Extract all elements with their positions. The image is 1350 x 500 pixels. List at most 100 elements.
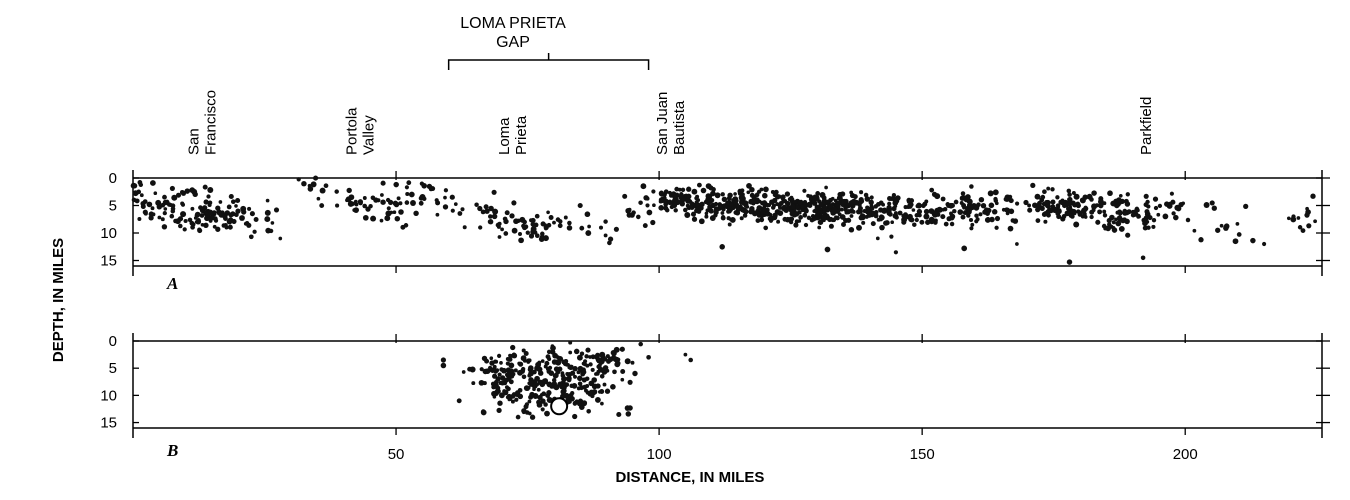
hypocenter-point [1001,207,1006,212]
hypocenter-point [203,222,209,229]
hypocenter-point [557,223,563,229]
hypocenter-point [1056,207,1062,214]
hypocenter-point [883,220,889,226]
hypocenter-point [1010,218,1016,223]
hypocenter-point [497,400,503,406]
hypocenter-point [907,213,913,220]
hypocenter-point [1181,201,1186,206]
hypocenter-point [319,203,325,209]
hypocenter-point [529,414,536,420]
hypocenter-point [856,224,862,231]
hypocenter-point [852,194,858,200]
hypocenter-point [546,397,553,403]
hypocenter-point [671,193,678,199]
hypocenter-point [587,224,591,229]
hypocenter-point [1171,211,1176,216]
hypocenter-point [588,362,593,367]
hypocenter-point [698,218,705,225]
hypocenter-point [1107,190,1113,197]
hypocenter-point [596,364,601,369]
hypocenter-point [387,199,394,206]
hypocenter-point [1072,211,1077,216]
hypocenter-point [316,196,321,201]
hypocenter-point [771,205,776,210]
hypocenter-point [907,203,913,209]
hypocenter-point [227,224,233,230]
hypocenter-point [576,386,581,391]
hypocenter-point [370,215,377,222]
hypocenter-point [755,218,761,223]
hypocenter-point [798,215,803,220]
hypocenter-point [1136,208,1140,213]
hypocenter-point [800,204,805,209]
hypocenter-point [481,355,488,362]
hypocenter-point [1027,207,1033,213]
y-tick-label: 5 [109,360,117,377]
hypocenter-point [940,196,946,202]
hypocenter-point [443,188,449,193]
hypocenter-point [380,180,386,186]
hypocenter-point [480,209,486,215]
hypocenter-point [1124,201,1131,207]
hypocenter-point [636,214,641,220]
hypocenter-point [521,366,526,372]
hypocenter-point [541,391,547,397]
hypocenter-point [868,199,874,205]
place-label: San Juan Bautista [654,92,688,155]
hypocenter-point [858,199,864,205]
hypocenter-point [1091,190,1097,196]
hypocenter-point [273,207,280,213]
hypocenter-point [1005,207,1011,213]
hypocenter-point [579,225,585,231]
hypocenter-point [530,392,534,397]
panel-letter: B [166,441,178,460]
hypocenter-point [638,200,643,205]
hypocenter-point [1151,224,1156,229]
hypocenter-point [631,210,636,215]
hypocenter-point [189,187,196,193]
hypocenter-point [252,229,257,234]
hypocenter-point [500,227,504,232]
hypocenter-point [195,219,202,225]
hypocenter-point [632,370,638,377]
hypocenter-point [1115,220,1122,227]
hypocenter-point [510,399,515,404]
hypocenter-point [602,382,607,387]
hypocenter-point [474,202,479,207]
hypocenter-point [573,348,580,355]
hypocenter-point [671,201,678,208]
hypocenter-point [803,208,809,214]
hypocenter-point [542,235,549,242]
hypocenter-point [1055,203,1061,208]
hypocenter-point [146,201,153,208]
hypocenter-point [323,183,329,189]
hypocenter-point [169,185,175,191]
hypocenter-point [511,200,517,206]
hypocenter-point [203,210,209,215]
hypocenter-point [797,199,803,206]
hypocenter-point [776,219,781,224]
hypocenter-point [567,365,572,370]
hypocenter-point [477,205,483,212]
hypocenter-point [248,234,254,240]
loma-prieta-gap-annotation: LOMA PRIETA GAP [447,15,650,70]
hypocenter-point [1296,216,1301,220]
hypocenter-point [1243,203,1249,210]
hypocenter-point [226,204,232,210]
hypocenter-point [720,211,725,215]
hypocenter-point [163,207,168,211]
hypocenter-point [1073,194,1078,199]
hypocenter-point [1147,215,1153,221]
hypocenter-point [537,402,543,408]
hypocenter-point [171,194,178,201]
hypocenter-point [1067,192,1072,197]
hypocenter-points [130,175,1317,265]
hypocenter-point [946,203,951,208]
hypocenter-point [765,202,770,208]
hypocenter-point [784,216,791,223]
place-label-line2: Francisco [203,90,220,155]
hypocenter-point [405,191,410,197]
hypocenter-point [825,199,830,204]
hypocenter-point [497,372,502,377]
gap-label-line2: GAP [496,34,530,51]
